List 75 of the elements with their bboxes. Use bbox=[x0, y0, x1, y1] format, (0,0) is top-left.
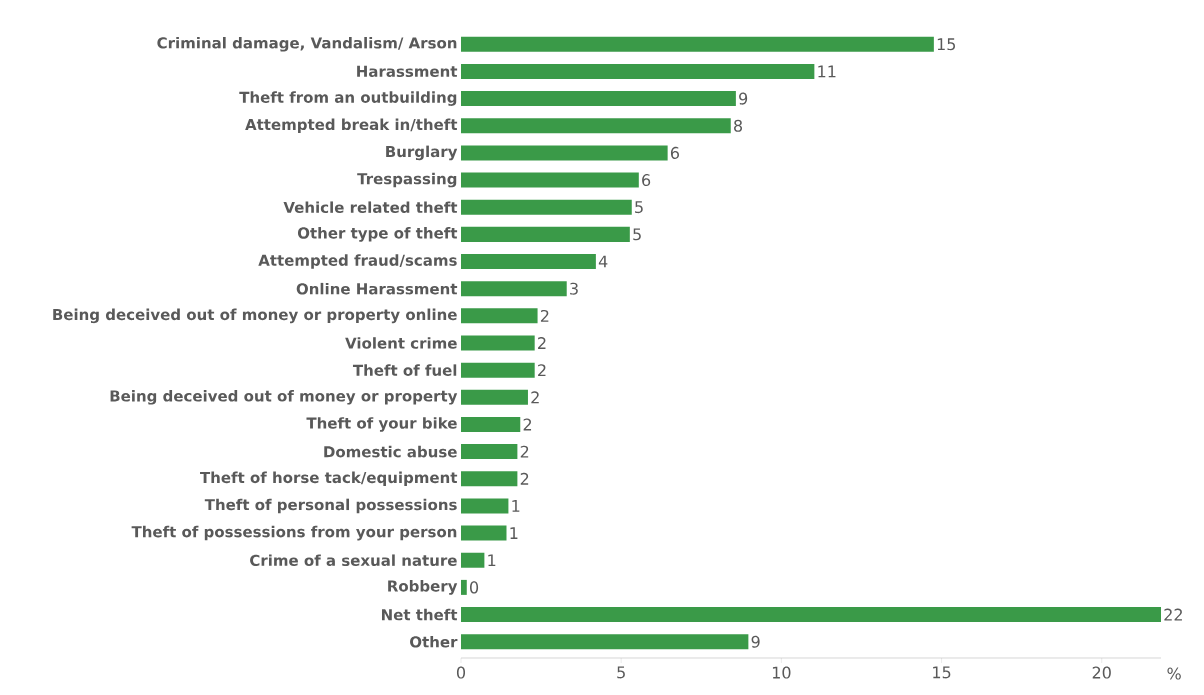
bar bbox=[461, 607, 1161, 623]
data-label: 2 bbox=[538, 337, 546, 349]
data-label: 2 bbox=[520, 445, 529, 458]
y-tick-label: Theft of your bike bbox=[306, 417, 457, 432]
data-label: 9 bbox=[739, 92, 748, 105]
data-label: 6 bbox=[670, 146, 680, 159]
y-tick-label: Attempted fraud/scams bbox=[258, 254, 457, 269]
data-label: 2 bbox=[523, 418, 532, 431]
y-tick-label: Online Harassment bbox=[296, 282, 458, 295]
bar bbox=[461, 444, 518, 460]
bar bbox=[461, 525, 507, 541]
data-label: 2 bbox=[540, 309, 549, 322]
y-tick-label: Other bbox=[410, 635, 458, 648]
bar bbox=[461, 498, 509, 514]
bar bbox=[461, 362, 535, 378]
y-tick-label: Violent crime bbox=[345, 337, 457, 349]
x-tick-label: 5 bbox=[617, 666, 625, 679]
bar bbox=[461, 199, 632, 215]
data-label: 22 bbox=[1164, 608, 1182, 621]
bar bbox=[461, 281, 567, 297]
bar bbox=[461, 145, 668, 161]
bar bbox=[461, 552, 485, 568]
y-tick-label: Theft of horse tack/equipment bbox=[200, 471, 458, 487]
x-tick-label: 15 bbox=[933, 666, 951, 679]
bar bbox=[461, 91, 736, 107]
bar bbox=[461, 118, 731, 134]
data-label: 2 bbox=[531, 391, 539, 404]
y-tick-label: Attempted break in/theft bbox=[245, 118, 458, 134]
bar bbox=[461, 579, 467, 595]
data-label: 0 bbox=[470, 581, 479, 594]
x-axis-title: % bbox=[1167, 667, 1181, 680]
y-tick-label: Theft of personal possessions bbox=[204, 498, 457, 514]
bar bbox=[461, 172, 639, 188]
bar bbox=[461, 634, 749, 650]
bar bbox=[461, 335, 535, 351]
data-label: 6 bbox=[642, 174, 651, 187]
data-label: 1 bbox=[488, 554, 496, 567]
y-tick-label: Theft of possessions from your person bbox=[131, 525, 457, 541]
y-tick-label: Being deceived out of money or property online bbox=[53, 308, 457, 324]
bar bbox=[461, 389, 528, 405]
data-label: 15 bbox=[937, 38, 956, 51]
data-label: 4 bbox=[598, 255, 608, 268]
y-tick-label: Criminal damage, Vandalism/ Arson bbox=[157, 36, 457, 52]
bar bbox=[461, 36, 934, 52]
bar bbox=[461, 416, 521, 432]
x-tick-label: 20 bbox=[1092, 666, 1111, 679]
bar bbox=[461, 471, 518, 487]
y-tick-label: Trespassing bbox=[357, 172, 457, 188]
y-tick-label: Net theft bbox=[382, 608, 458, 621]
y-tick-label: Robbery bbox=[388, 580, 458, 595]
data-label: 9 bbox=[751, 635, 760, 648]
data-label: 2 bbox=[520, 472, 529, 485]
y-tick-label: Theft of fuel bbox=[352, 364, 457, 376]
bar bbox=[461, 63, 815, 79]
data-label: 3 bbox=[570, 282, 578, 295]
data-label: 11 bbox=[818, 65, 836, 78]
y-tick-label: Crime of a sexual nature bbox=[250, 554, 457, 567]
y-tick-label: Vehicle related theft bbox=[283, 201, 458, 214]
y-tick-label: Harassment bbox=[357, 65, 458, 78]
bar bbox=[461, 308, 538, 324]
y-tick-label: Burglary bbox=[386, 145, 458, 161]
x-tick-label: 10 bbox=[772, 666, 791, 679]
data-label: 2 bbox=[538, 364, 546, 377]
data-label: 1 bbox=[512, 500, 520, 512]
data-label: 8 bbox=[734, 119, 743, 132]
y-tick-label: Being deceived out of money or property bbox=[110, 390, 458, 405]
data-label: 5 bbox=[633, 228, 641, 241]
data-label: 1 bbox=[510, 527, 518, 539]
bar bbox=[461, 226, 630, 242]
y-tick-label: Domestic abuse bbox=[324, 445, 457, 458]
y-tick-label: Theft from an outbuilding bbox=[239, 91, 457, 106]
y-tick-label: Other type of theft bbox=[297, 227, 458, 242]
data-label: 5 bbox=[635, 201, 643, 214]
bar bbox=[461, 254, 596, 270]
x-tick-label: 0 bbox=[456, 666, 466, 679]
